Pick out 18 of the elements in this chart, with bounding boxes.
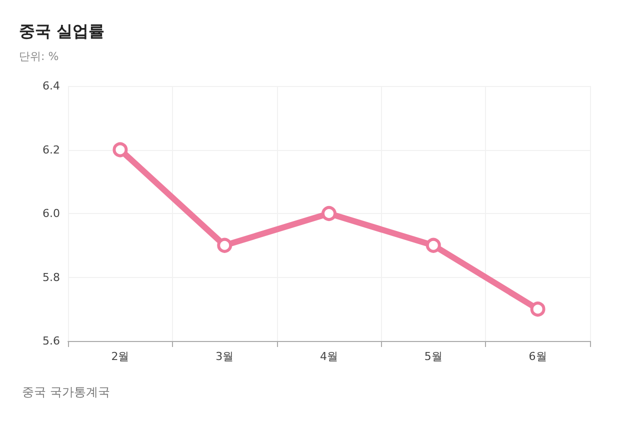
point bbox=[217, 238, 232, 253]
x-tick-label: 3월 bbox=[216, 350, 234, 363]
y-tick-label: 6.2 bbox=[42, 143, 60, 156]
x-tick-label: 4월 bbox=[320, 350, 338, 363]
point bbox=[112, 142, 128, 158]
y-tick-label: 6.4 bbox=[42, 80, 60, 92]
chart-title: 중국 실업률 bbox=[19, 22, 105, 40]
text: 중국 국가통계국 bbox=[22, 385, 110, 399]
x-tick-label: 2월 bbox=[111, 350, 130, 363]
point bbox=[426, 238, 441, 253]
y-tick-label: 5.8 bbox=[42, 270, 60, 284]
chart-subtitle: 단위: % bbox=[19, 50, 59, 63]
point bbox=[530, 302, 546, 317]
point bbox=[322, 206, 336, 221]
x-tick-label: 5월 bbox=[424, 350, 442, 363]
y-tick-label: 6.0 bbox=[42, 207, 60, 220]
y-tick-label: 5.6 bbox=[42, 334, 60, 348]
x-tick-label: 6월 bbox=[528, 350, 547, 363]
